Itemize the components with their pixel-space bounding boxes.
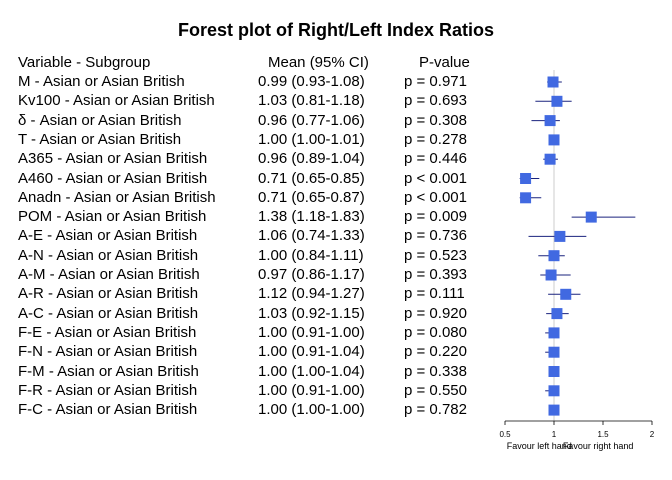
row-label: F-M - Asian or Asian British — [18, 362, 199, 380]
row-label: T - Asian or Asian British — [18, 130, 182, 148]
row-pvalue: p = 0.220 — [404, 343, 467, 361]
row-estimate: 1.00 (1.00-1.00) — [258, 401, 365, 419]
row-estimate: 1.00 (1.00-1.04) — [258, 362, 365, 380]
row-estimate: 1.00 (0.91-1.00) — [258, 323, 365, 341]
row-estimate: 1.03 (0.81-1.18) — [258, 92, 365, 110]
row-estimate: 0.71 (0.65-0.87) — [258, 188, 365, 206]
row-pvalue: p = 0.338 — [404, 362, 467, 380]
row-label: A460 - Asian or Asian British — [18, 169, 208, 187]
row-label: F-N - Asian or Asian British — [18, 343, 198, 361]
row-pvalue: p = 0.111 — [404, 285, 465, 303]
right-caption: Favour right hand — [563, 441, 634, 451]
row-label: A365 - Asian or Asian British — [18, 150, 208, 168]
row-label: POM - Asian or Asian British — [18, 208, 207, 226]
row-estimate: 1.00 (0.91-1.04) — [258, 343, 365, 361]
point-marker — [585, 211, 597, 223]
point-marker — [548, 327, 560, 339]
header-variable: Variable - Subgroup — [18, 54, 151, 71]
point-marker — [548, 404, 560, 416]
row-estimate: 1.12 (0.94-1.27) — [258, 285, 365, 303]
point-marker — [548, 346, 560, 358]
point-marker — [520, 192, 532, 204]
x-tick-label: 0.5 — [499, 430, 511, 439]
row-label: F-R - Asian or Asian British — [18, 381, 198, 399]
row-estimate: 1.00 (0.84-1.11) — [258, 246, 364, 264]
point-marker — [547, 76, 559, 88]
left-caption: Favour left hand — [507, 441, 572, 451]
point-marker — [545, 269, 557, 281]
row-label: A-R - Asian or Asian British — [18, 285, 199, 303]
x-tick-label: 1 — [552, 430, 557, 439]
point-marker — [548, 366, 560, 377]
row-label: F-E - Asian or Asian British — [18, 323, 197, 341]
row-estimate: 1.03 (0.92-1.15) — [258, 304, 365, 322]
chart-title: Forest plot of Right/Left Index Ratios — [178, 20, 494, 40]
row-estimate: 0.97 (0.86-1.17) — [258, 266, 365, 283]
row-label: A-C - Asian or Asian British — [18, 304, 199, 322]
row-pvalue: p = 0.080 — [404, 323, 467, 341]
row-pvalue: p < 0.001 — [404, 169, 467, 187]
row-pvalue: p = 0.393 — [404, 266, 467, 283]
row-label: M - Asian or Asian British — [18, 73, 185, 90]
row-label: Kv100 - Asian or Asian British — [18, 92, 215, 110]
row-estimate: 0.71 (0.65-0.85) — [258, 169, 365, 187]
row-label: A-N - Asian or Asian British — [18, 246, 199, 264]
row-pvalue: p < 0.001 — [404, 188, 467, 206]
row-pvalue: p = 0.278 — [404, 130, 467, 148]
row-label: Anadn - Asian or Asian British — [18, 188, 216, 206]
row-pvalue: p = 0.920 — [404, 304, 467, 322]
row-pvalue: p = 0.736 — [404, 227, 467, 245]
row-estimate: 0.99 (0.93-1.08) — [258, 73, 365, 90]
row-estimate: 1.06 (0.74-1.33) — [258, 227, 365, 245]
row-estimate: 1.00 (1.00-1.01) — [258, 130, 365, 148]
point-marker — [548, 385, 560, 397]
row-estimate: 0.96 (0.89-1.04) — [258, 150, 365, 168]
x-tick-label: 2 — [650, 430, 655, 439]
point-marker — [551, 95, 563, 107]
point-marker — [560, 288, 572, 300]
row-label: A-E - Asian or Asian British — [18, 227, 198, 245]
row-label: F-C - Asian or Asian British — [18, 401, 198, 419]
row-pvalue: p = 0.446 — [404, 150, 467, 168]
row-pvalue: p = 0.308 — [404, 111, 467, 129]
row-estimate: 0.96 (0.77-1.06) — [258, 111, 365, 129]
point-marker — [544, 153, 556, 165]
header-estimate: Mean (95% CI) — [268, 54, 369, 71]
point-marker — [548, 134, 560, 146]
point-marker — [554, 230, 566, 242]
row-pvalue: p = 0.523 — [404, 246, 467, 264]
point-marker — [520, 173, 532, 184]
point-marker — [551, 308, 563, 320]
point-marker — [544, 115, 556, 127]
x-tick-label: 1.5 — [597, 430, 609, 439]
row-pvalue: p = 0.782 — [404, 401, 467, 419]
row-pvalue: p = 0.009 — [404, 208, 467, 226]
header-pvalue: P-value — [419, 54, 470, 71]
row-label: A-M - Asian or Asian British — [18, 266, 200, 283]
row-pvalue: p = 0.550 — [404, 381, 467, 399]
row-label: δ - Asian or Asian British — [18, 111, 182, 129]
row-pvalue: p = 0.693 — [404, 92, 467, 110]
row-estimate: 1.38 (1.18-1.83) — [258, 208, 365, 226]
row-pvalue: p = 0.971 — [404, 73, 467, 90]
row-estimate: 1.00 (0.91-1.00) — [258, 381, 365, 399]
point-marker — [548, 250, 560, 262]
